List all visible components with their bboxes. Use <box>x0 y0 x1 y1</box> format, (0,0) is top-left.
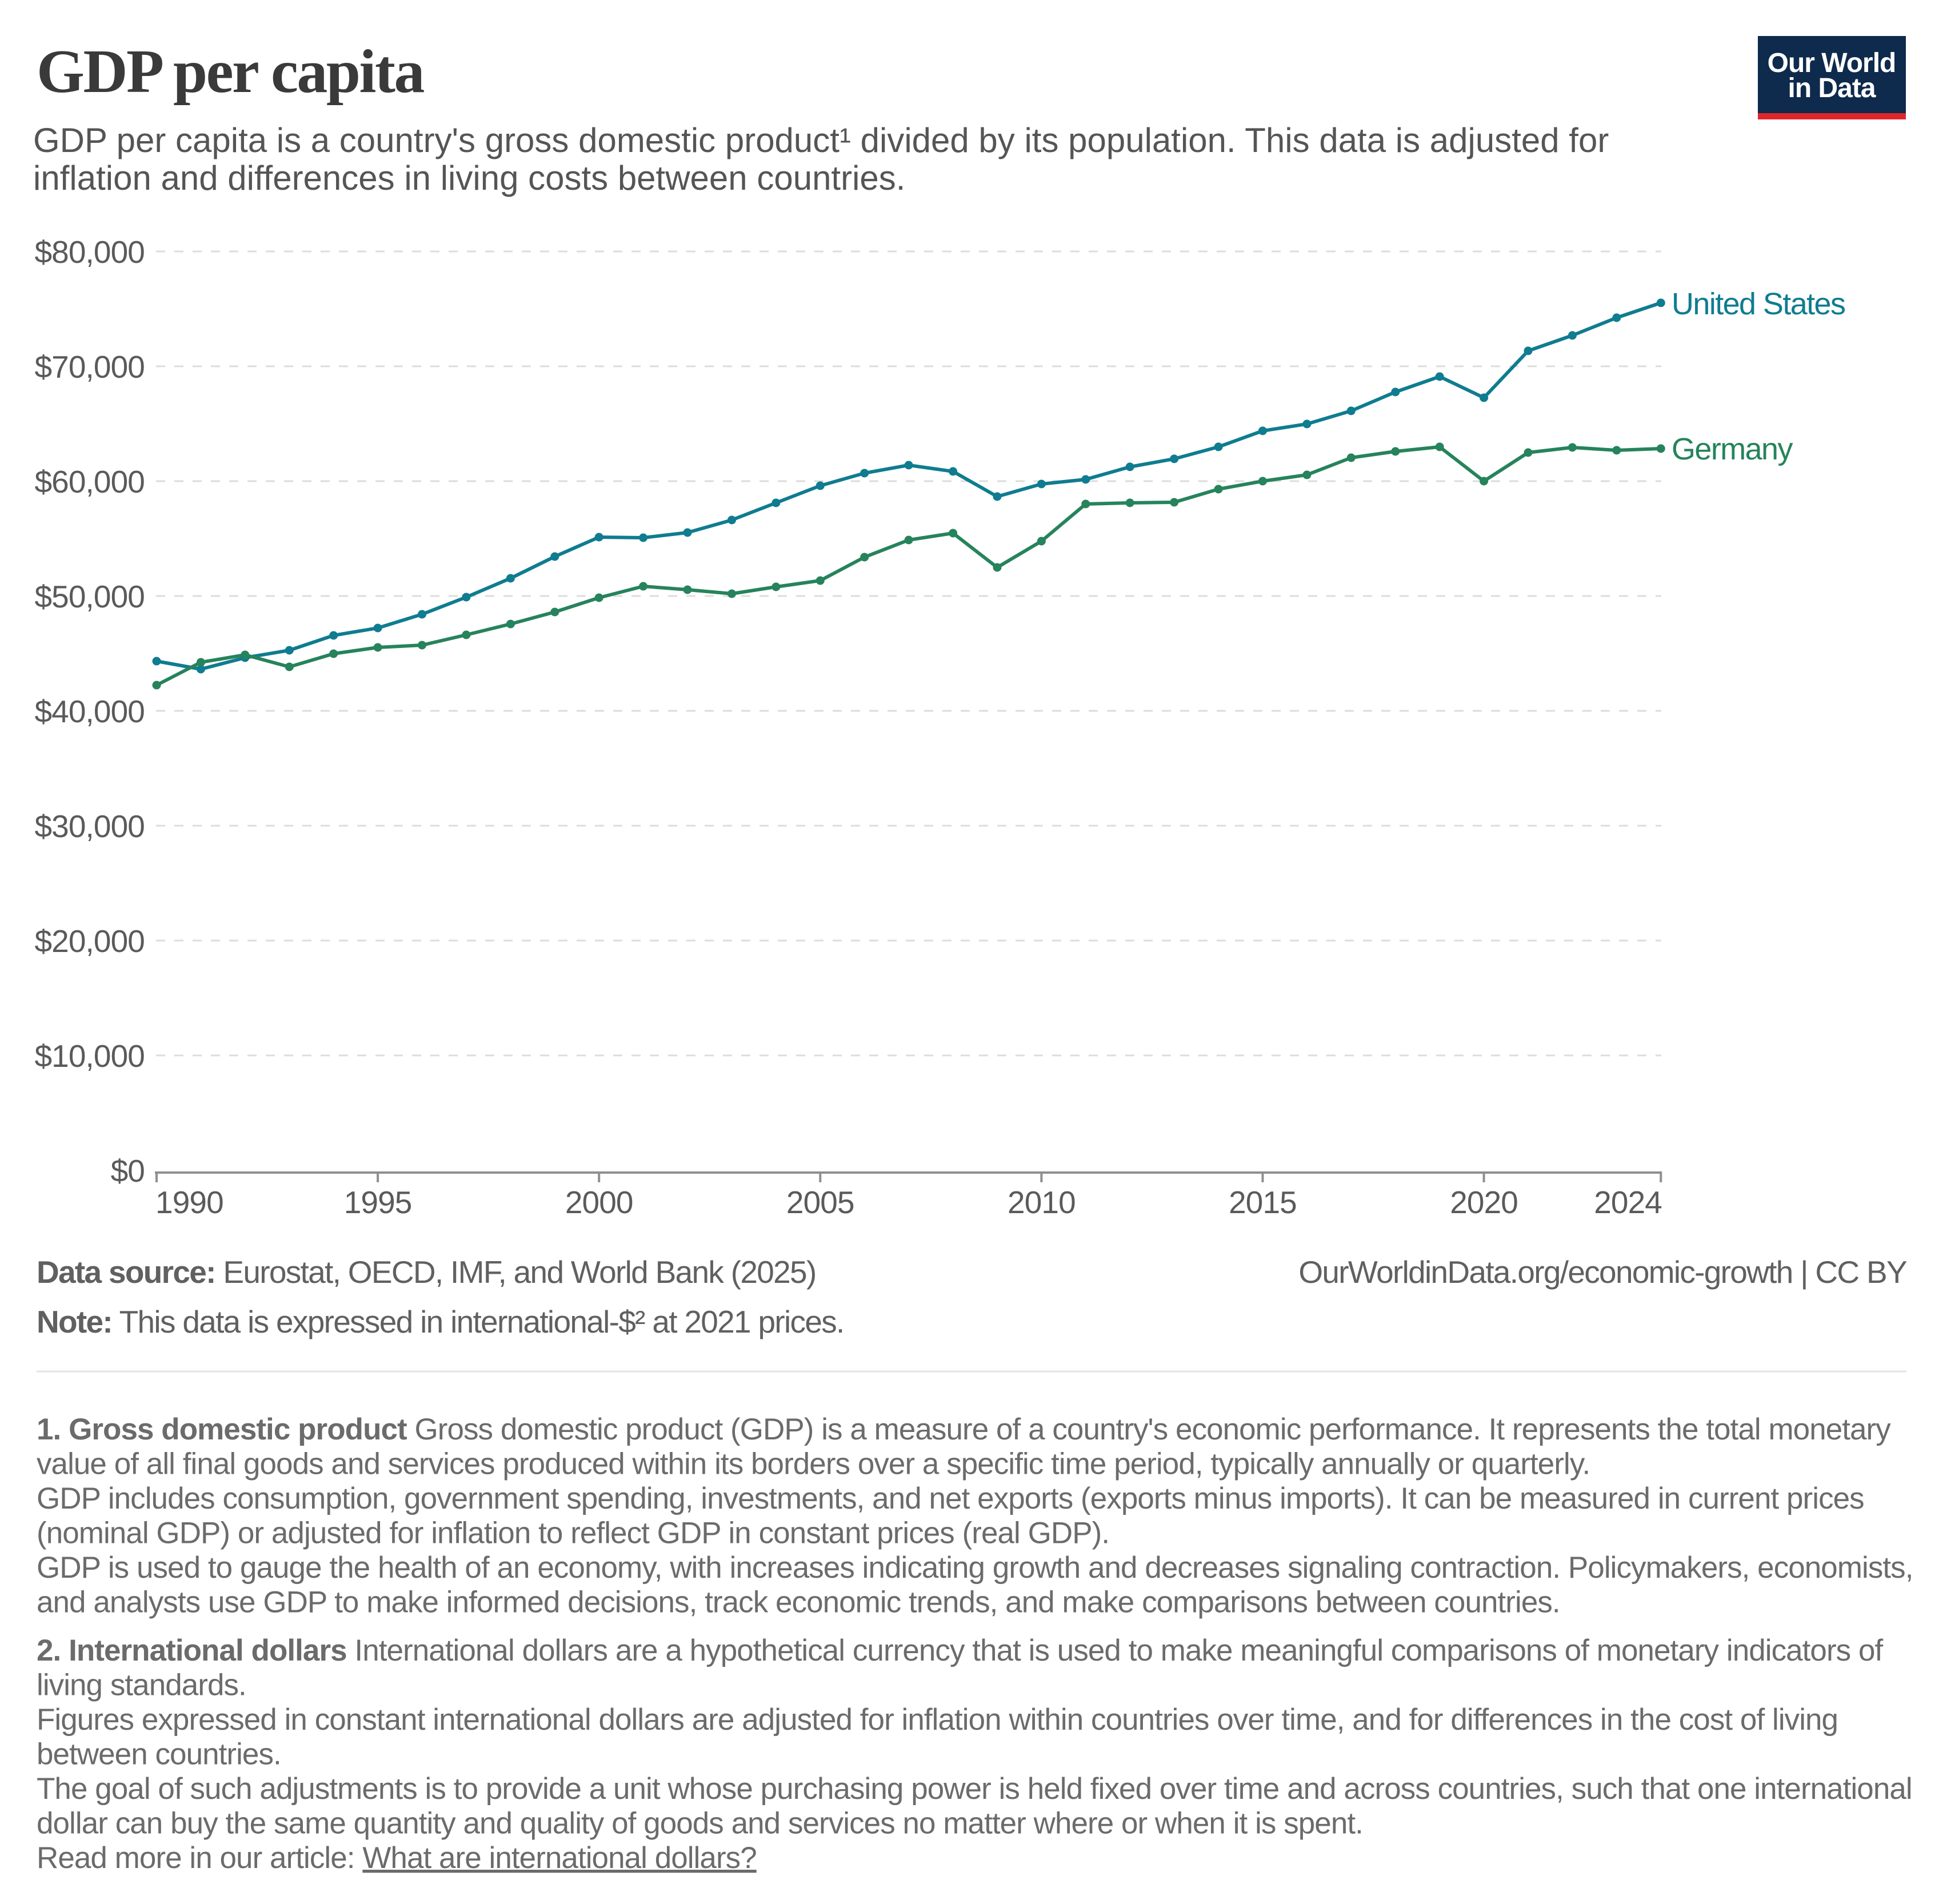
svg-text:Read more in our article: What: Read more in our article: What are inter… <box>37 1841 757 1875</box>
svg-text:Figures expressed in constant: Figures expressed in constant internatio… <box>37 1703 1838 1737</box>
svg-text:2024: 2024 <box>1594 1185 1662 1220</box>
svg-text:$80,000: $80,000 <box>34 234 145 270</box>
svg-text:$70,000: $70,000 <box>34 349 145 385</box>
svg-text:Germany: Germany <box>1672 432 1793 466</box>
svg-text:The goal of such adjustments i: The goal of such adjustments is to provi… <box>37 1772 1912 1806</box>
svg-text:and analysts use GDP to make i: and analysts use GDP to make informed de… <box>37 1586 1560 1619</box>
svg-text:Data source: Eurostat, OECD, I: Data source: Eurostat, OECD, IMF, and Wo… <box>37 1254 816 1290</box>
svg-text:$30,000: $30,000 <box>34 809 145 844</box>
svg-text:United States: United States <box>1672 287 1845 321</box>
svg-text:Note: This data is expressed i: Note: This data is expressed in internat… <box>37 1304 844 1339</box>
svg-text:inflation and differences in l: inflation and differences in living cost… <box>33 159 905 197</box>
svg-text:GDP is used to gauge the healt: GDP is used to gauge the health of an ec… <box>37 1551 1913 1585</box>
svg-text:1990: 1990 <box>155 1185 223 1220</box>
svg-text:1995: 1995 <box>344 1185 412 1220</box>
svg-text:between countries.: between countries. <box>37 1738 281 1771</box>
svg-text:$60,000: $60,000 <box>34 464 145 499</box>
svg-text:$10,000: $10,000 <box>34 1038 145 1074</box>
svg-text:GDP per capita is a country's: GDP per capita is a country's gross dome… <box>33 121 1609 159</box>
svg-text:$0: $0 <box>111 1153 145 1189</box>
svg-text:2010: 2010 <box>1008 1185 1076 1220</box>
svg-text:in Data: in Data <box>1788 73 1876 103</box>
svg-text:dollar can buy the same quanti: dollar can buy the same quantity and qua… <box>37 1807 1363 1841</box>
svg-text:$40,000: $40,000 <box>34 694 145 729</box>
svg-text:value of all final goods and s: value of all final goods and services pr… <box>37 1447 1590 1481</box>
svg-text:2015: 2015 <box>1229 1185 1297 1220</box>
svg-text:Our World: Our World <box>1768 48 1896 78</box>
svg-text:(nominal GDP) or adjusted for: (nominal GDP) or adjusted for inflation … <box>37 1517 1109 1550</box>
svg-text:2. International dollars Inter: 2. International dollars International d… <box>37 1634 1884 1667</box>
svg-text:2020: 2020 <box>1450 1185 1518 1220</box>
svg-text:OurWorldinData.org/economic-gr: OurWorldinData.org/economic-growth | CC … <box>1298 1254 1907 1290</box>
svg-text:$20,000: $20,000 <box>34 923 145 959</box>
svg-text:2000: 2000 <box>565 1185 633 1220</box>
svg-text:GDP includes consumption, gove: GDP includes consumption, government spe… <box>37 1482 1864 1515</box>
svg-text:GDP per capita: GDP per capita <box>37 38 424 106</box>
svg-text:$50,000: $50,000 <box>34 579 145 614</box>
svg-text:1. Gross domestic product Gros: 1. Gross domestic product Gross domestic… <box>37 1413 1891 1446</box>
svg-text:living standards.: living standards. <box>37 1669 246 1702</box>
svg-text:2005: 2005 <box>786 1185 854 1220</box>
